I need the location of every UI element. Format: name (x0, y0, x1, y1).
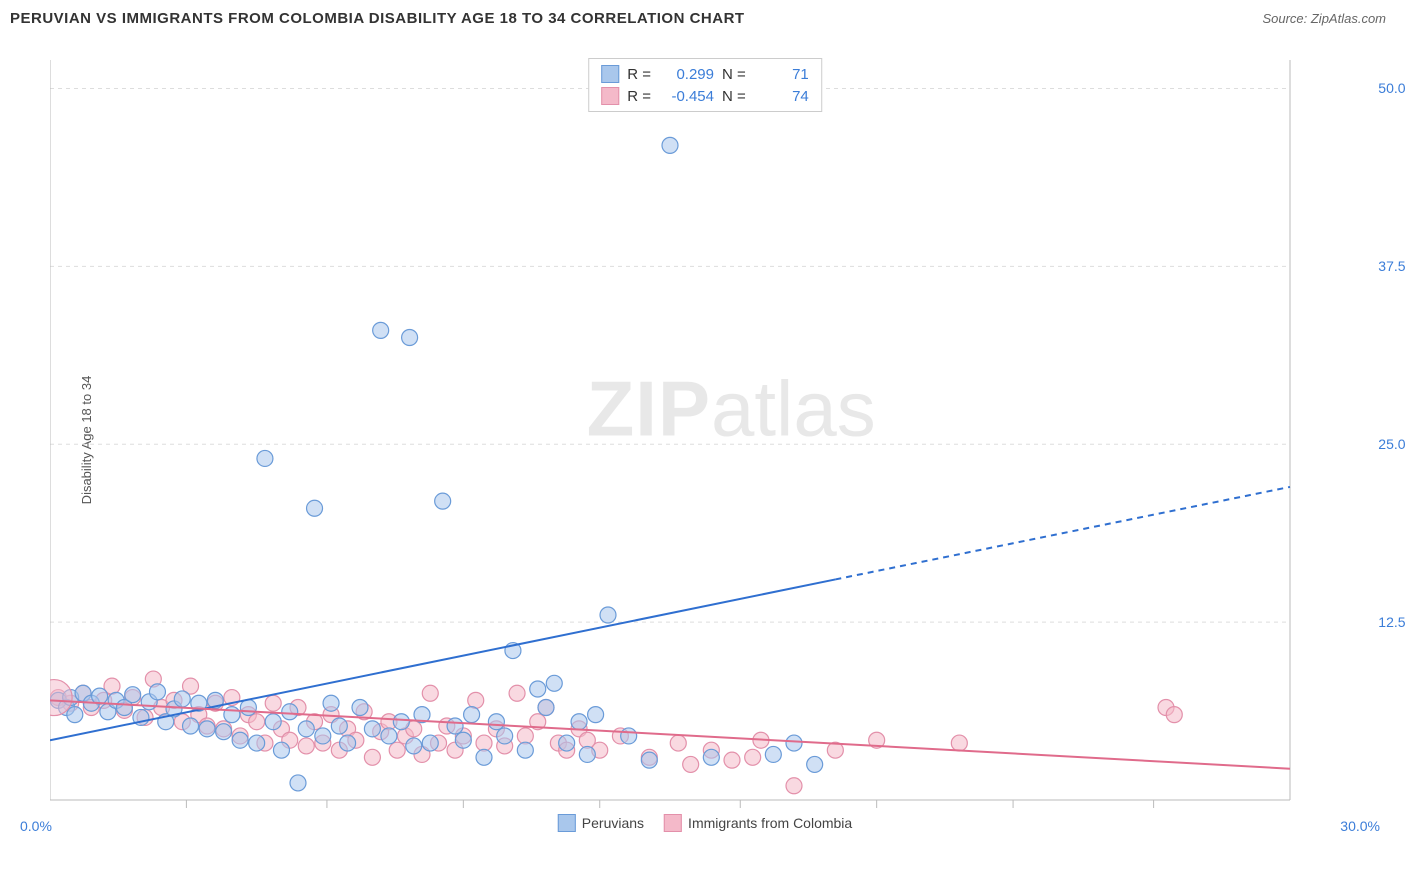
swatch-series1 (601, 65, 619, 83)
chart-title: PERUVIAN VS IMMIGRANTS FROM COLOMBIA DIS… (10, 10, 745, 27)
r-label: R = (627, 66, 651, 83)
y-tick-label: 12.5% (1378, 614, 1406, 630)
n-label: N = (722, 88, 746, 105)
swatch-series2 (601, 87, 619, 105)
legend: Peruvians Immigrants from Colombia (558, 814, 852, 832)
legend-swatch-series1 (558, 814, 576, 832)
legend-label-series2: Immigrants from Colombia (688, 815, 852, 831)
chart-source: Source: ZipAtlas.com (1262, 11, 1386, 26)
x-max-label: 30.0% (1340, 818, 1380, 834)
r-value-series2: -0.454 (659, 88, 714, 105)
legend-item-series2: Immigrants from Colombia (664, 814, 852, 832)
legend-label-series1: Peruvians (582, 815, 644, 831)
correlation-stats-box: R = 0.299 N = 71 R = -0.454 N = 74 (588, 58, 822, 112)
legend-item-series1: Peruvians (558, 814, 644, 832)
n-value-series2: 74 (754, 88, 809, 105)
chart-area: Disability Age 18 to 34 ZIPatlas R = 0.2… (50, 50, 1360, 830)
legend-swatch-series2 (664, 814, 682, 832)
y-tick-label: 50.0% (1378, 80, 1406, 96)
y-tick-label: 37.5% (1378, 258, 1406, 274)
n-value-series1: 71 (754, 66, 809, 83)
stats-row-series1: R = 0.299 N = 71 (601, 63, 809, 85)
chart-header: PERUVIAN VS IMMIGRANTS FROM COLOMBIA DIS… (0, 0, 1406, 35)
r-value-series1: 0.299 (659, 66, 714, 83)
r-label: R = (627, 88, 651, 105)
x-origin-label: 0.0% (20, 818, 52, 834)
scatter-plot (50, 50, 1360, 830)
stats-row-series2: R = -0.454 N = 74 (601, 85, 809, 107)
y-tick-label: 25.0% (1378, 436, 1406, 452)
n-label: N = (722, 66, 746, 83)
